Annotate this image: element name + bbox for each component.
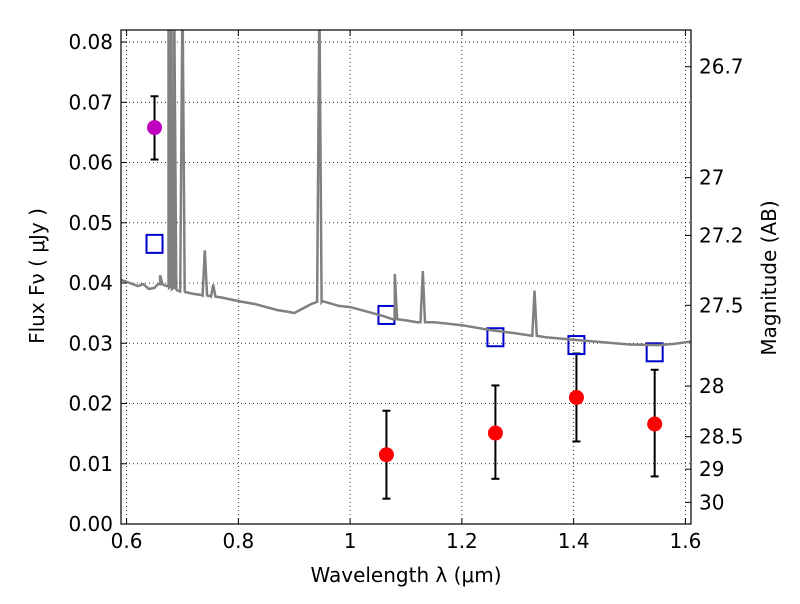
spectrum-line: [121, 30, 691, 347]
y2-tick-label: 28: [699, 374, 724, 398]
x-tick-label: 1.6: [670, 529, 702, 553]
y-tick-label: 0.06: [68, 151, 113, 175]
model-point: [567, 335, 586, 356]
y-tick-label: 0.01: [68, 452, 113, 476]
y2-tick-label: 28.5: [699, 425, 744, 449]
x-tick-label: 0.6: [111, 529, 143, 553]
y-tick-label: 0.04: [68, 271, 113, 295]
x-tick-label: 1.4: [558, 529, 590, 553]
data-point: [647, 416, 663, 432]
y-tick-label: 0.05: [68, 211, 113, 235]
y2-tick-label: 30: [699, 490, 724, 514]
model-point: [645, 342, 664, 363]
y-tick-label: 0.00: [68, 512, 113, 536]
data-point: [487, 425, 503, 441]
data-point: [147, 120, 163, 136]
y2-tick-label: 27: [699, 166, 724, 190]
y-tick-label: 0.07: [68, 90, 113, 114]
model-point: [145, 233, 164, 254]
y-axis-label: Flux Fν ( μJy ): [25, 208, 49, 344]
data-point: [378, 447, 394, 463]
series-layer: [121, 30, 691, 500]
y-tick-label: 0.02: [68, 392, 113, 416]
plot-frame: [120, 29, 692, 525]
ticks: 0.6 0.8 1 1.2 1.4 1.6 0.00 0.01 0.02 0.03 0.04 0.05…: [68, 30, 744, 553]
data-point: [568, 389, 584, 405]
y2-axis-label: Magnitude (AB): [757, 200, 781, 355]
y2-tick-label: 29: [699, 457, 724, 481]
y2-tick-label: 26.7: [699, 55, 744, 79]
plot-border: [120, 29, 692, 525]
y2-tick-label: 27.5: [699, 293, 744, 317]
y2-tick-label: 27.2: [699, 223, 744, 247]
x-tick-label: 1: [344, 529, 357, 553]
model-point: [486, 327, 505, 348]
x-tick-label: 0.8: [222, 529, 254, 553]
y-tick-label: 0.03: [68, 331, 113, 355]
x-axis-label: Wavelength λ (μm): [310, 563, 501, 587]
x-tick-label: 1.2: [446, 529, 478, 553]
y-tick-label: 0.08: [68, 30, 113, 54]
